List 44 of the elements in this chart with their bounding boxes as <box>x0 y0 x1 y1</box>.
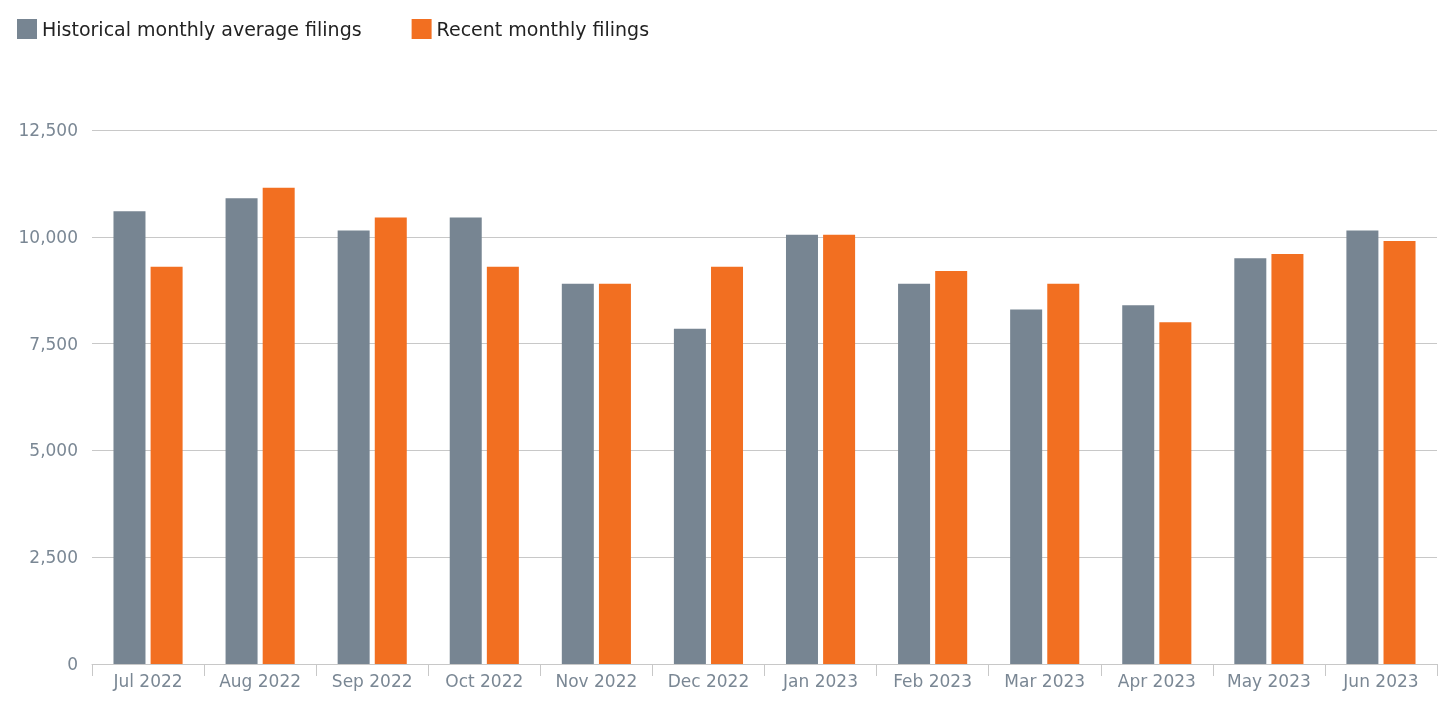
bar <box>1271 253 1304 664</box>
bar <box>1383 241 1416 664</box>
x-tick-label: Jul 2022 <box>112 670 183 691</box>
bar <box>150 266 183 664</box>
bar <box>1047 283 1080 664</box>
x-tick-label: Jan 2023 <box>782 670 858 691</box>
bar <box>598 283 631 664</box>
legend-label: Historical monthly average filings <box>42 18 362 40</box>
bar <box>1122 305 1155 664</box>
y-tick-label: 12,500 <box>18 120 78 140</box>
bar <box>1346 230 1379 664</box>
bar <box>486 266 519 664</box>
legend-label: Recent monthly filings <box>436 18 650 40</box>
x-tick-label: Mar 2023 <box>1004 670 1086 691</box>
bar <box>898 283 931 664</box>
bar <box>262 187 295 664</box>
y-tick-label: 2,500 <box>29 547 78 568</box>
bar <box>449 217 482 664</box>
x-tick-label: Sep 2022 <box>331 670 413 691</box>
x-tick-label: Jun 2023 <box>1342 670 1419 691</box>
x-tick-label: Apr 2023 <box>1117 670 1196 691</box>
bar <box>711 266 744 664</box>
bar <box>935 270 968 664</box>
x-tick-label: Feb 2023 <box>893 670 973 691</box>
x-tick-label: Dec 2022 <box>667 670 750 691</box>
bar <box>113 211 146 664</box>
x-tick-label: Aug 2022 <box>219 670 302 691</box>
bar <box>337 230 370 664</box>
bar <box>673 328 706 664</box>
bar <box>785 234 818 664</box>
x-tick-label: May 2023 <box>1226 670 1311 691</box>
bar <box>374 217 407 664</box>
x-tick-label: Oct 2022 <box>445 670 524 691</box>
x-tick-label: Nov 2022 <box>555 670 638 691</box>
bar <box>1010 309 1043 664</box>
bar <box>561 283 594 664</box>
bar <box>1234 258 1267 664</box>
y-tick-label: 5,000 <box>29 440 78 461</box>
y-tick-label: 10,000 <box>18 226 78 247</box>
bar <box>823 234 856 664</box>
bar <box>1159 322 1192 664</box>
y-tick-label: 7,500 <box>29 333 78 354</box>
y-tick-label: 0 <box>67 654 78 674</box>
bar <box>225 198 258 664</box>
